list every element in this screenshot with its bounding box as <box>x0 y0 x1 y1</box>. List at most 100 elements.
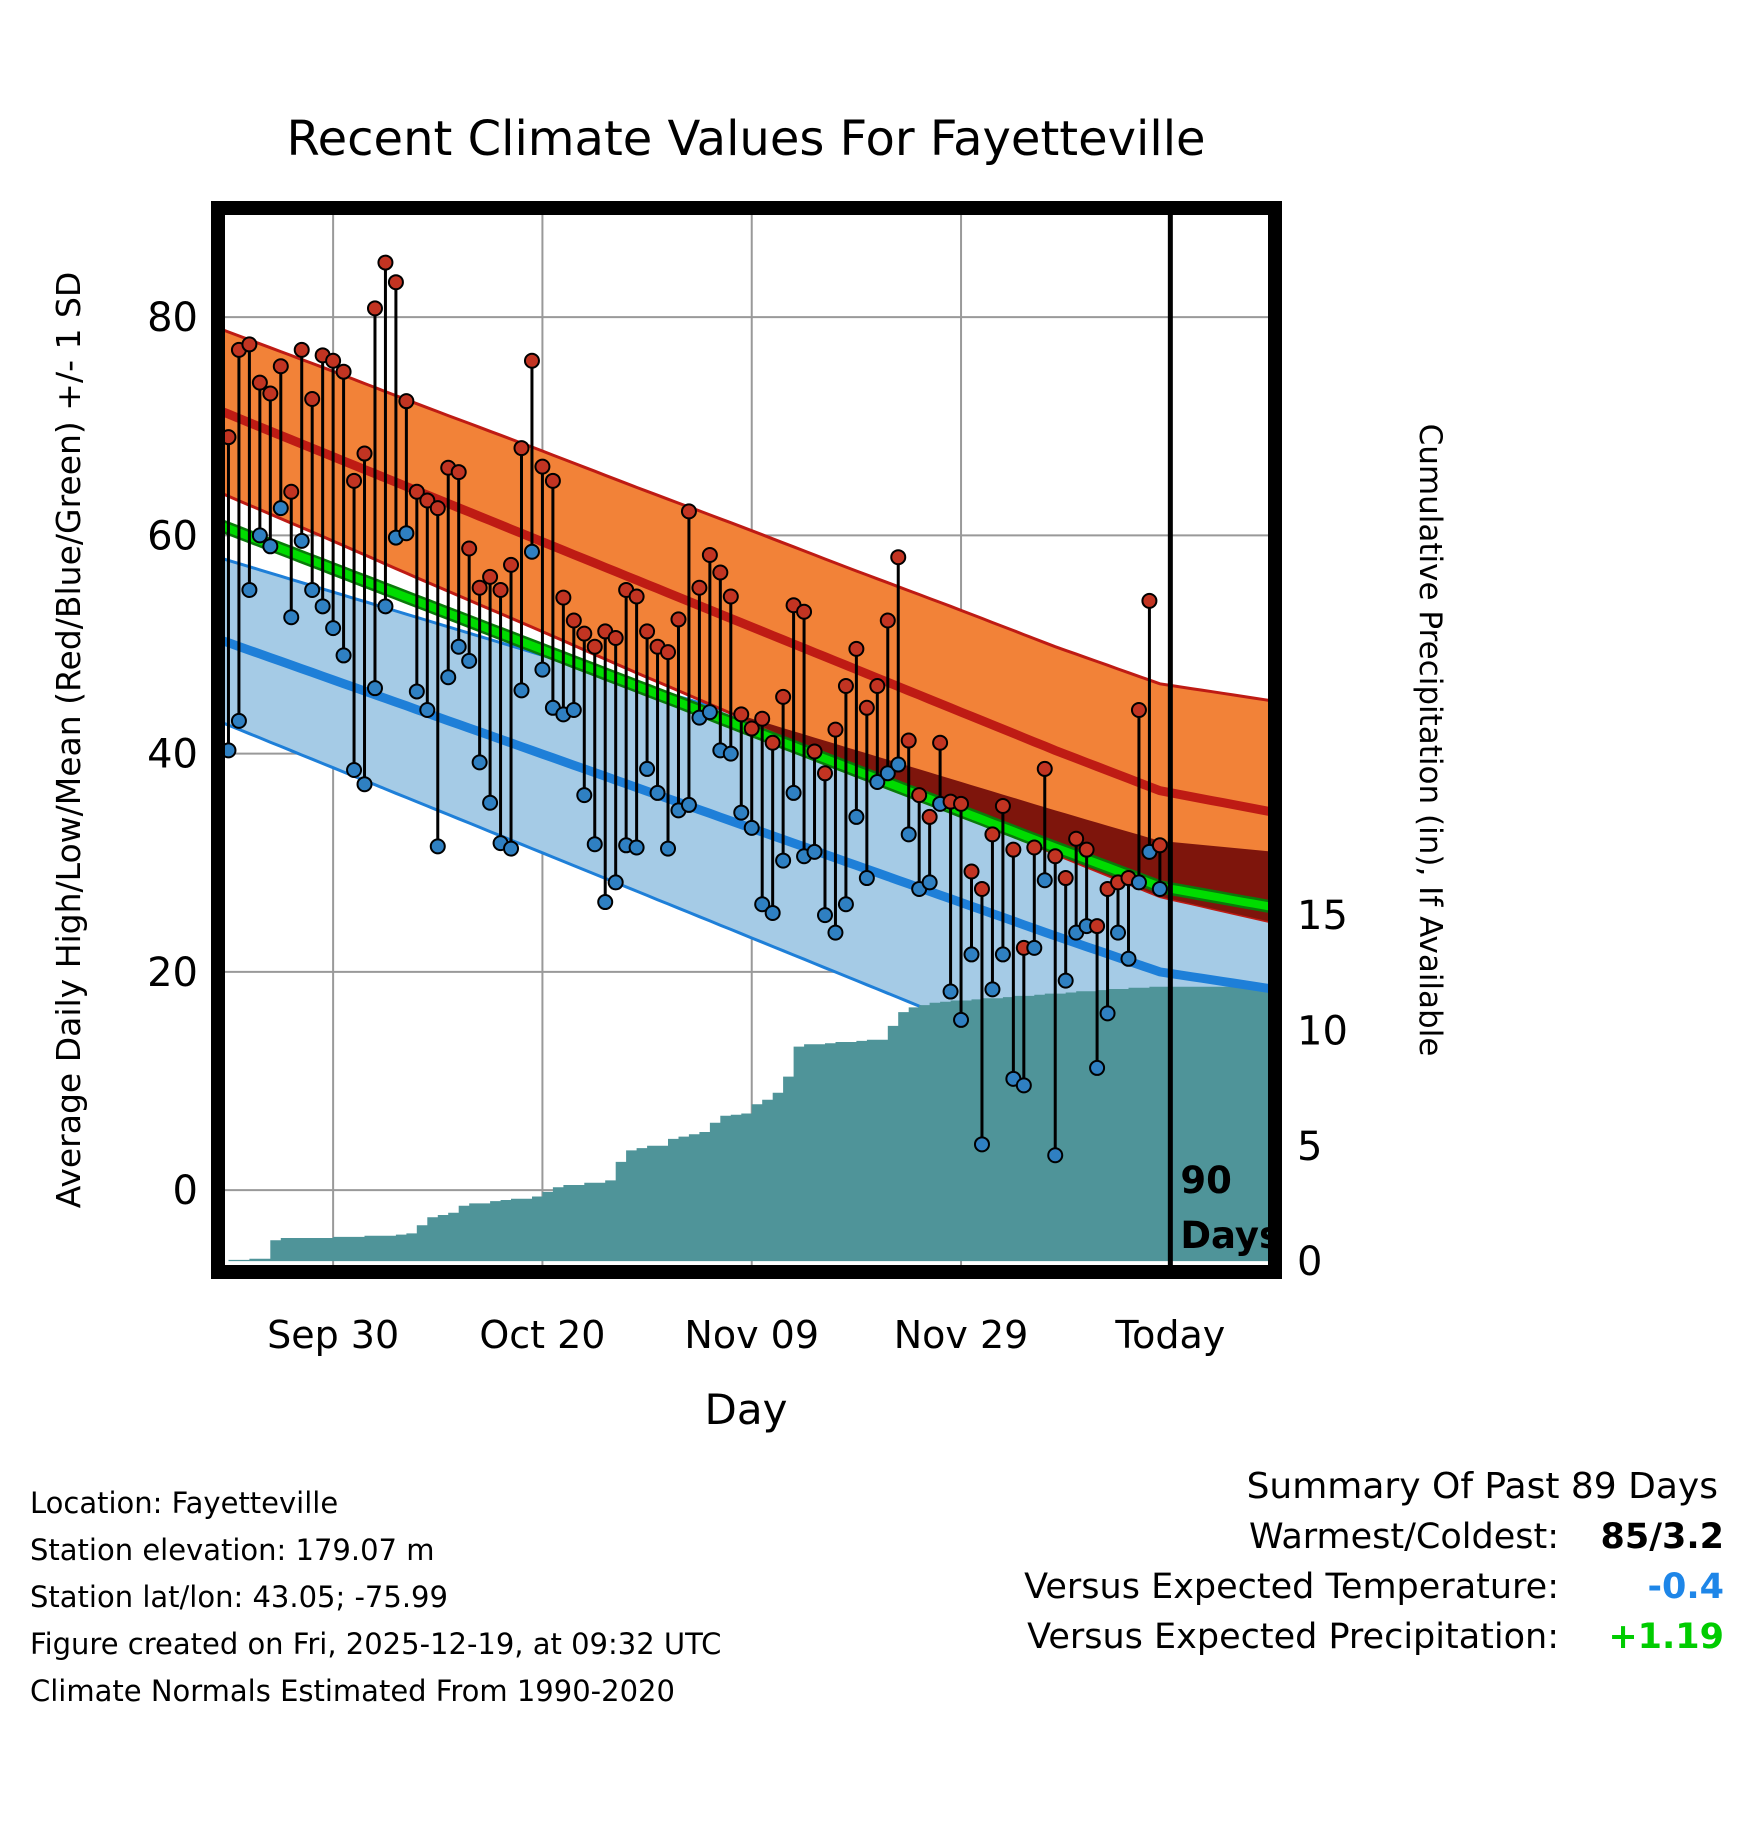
daily-low-dot <box>419 701 436 718</box>
x-tick-label: Nov 09 <box>684 1313 819 1357</box>
summary-label: Versus Expected Precipitation: <box>1027 1617 1559 1657</box>
high-band-upper-edge <box>217 326 1276 703</box>
summary-row-vs-temperature: Versus Expected Temperature: -0.4 <box>1024 1562 1724 1612</box>
daily-low-dot <box>1036 872 1053 889</box>
daily-high-dot <box>1057 870 1074 887</box>
daily-low-dot <box>314 598 331 615</box>
y-left-tick-label: 0 <box>173 1168 198 1214</box>
daily-high-dot <box>1026 839 1043 856</box>
daily-high-dot <box>816 765 833 782</box>
daily-high-dot <box>251 374 268 391</box>
daily-high-dot <box>827 721 844 738</box>
daily-high-dot <box>366 300 383 317</box>
y-left-tick-label: 20 <box>147 950 198 996</box>
daily-high-dot <box>544 472 561 489</box>
daily-low-dot <box>283 609 300 626</box>
daily-low-dot <box>1120 950 1137 967</box>
daily-low-dot <box>639 760 656 777</box>
daily-low-dot <box>733 804 750 821</box>
daily-high-dot <box>921 808 938 825</box>
daily-high-dot <box>346 472 363 489</box>
daily-high-dot <box>984 826 1001 843</box>
daily-high-dot <box>387 274 404 291</box>
daily-low-dot <box>806 843 823 860</box>
daily-low-dot <box>858 870 875 887</box>
daily-high-dot <box>639 623 656 640</box>
daily-high-dot <box>1089 918 1106 935</box>
daily-high-dot <box>973 880 990 897</box>
daily-low-dot <box>230 712 247 729</box>
daily-low-dot <box>513 682 530 699</box>
daily-high-dot <box>607 629 624 646</box>
daily-high-dot <box>963 863 980 880</box>
daily-high-dot <box>262 385 279 402</box>
x-tick-label: Today <box>1114 1313 1225 1357</box>
daily-low-dot <box>890 756 907 773</box>
daily-high-dot <box>806 743 823 760</box>
daily-low-dot <box>1057 972 1074 989</box>
y-left-tick-label: 80 <box>147 295 198 341</box>
daily-high-dot <box>837 677 854 694</box>
plot-border <box>211 201 1282 1279</box>
daily-low-dot <box>764 904 781 921</box>
daily-low-dot <box>440 669 457 686</box>
daily-low-dot <box>984 981 1001 998</box>
y-left-tick-label: 40 <box>147 732 198 778</box>
daily-low-dot <box>262 538 279 555</box>
daily-high-dot <box>712 564 729 581</box>
ninety-days-label-line1: 90 <box>1180 1159 1232 1202</box>
daily-low-dot <box>597 894 614 911</box>
daily-high-dot <box>670 611 687 628</box>
daily-low-dot <box>1110 924 1127 941</box>
daily-low-dot <box>827 924 844 941</box>
y-right-tick-label: 0 <box>1297 1239 1322 1285</box>
daily-low-dot <box>953 1011 970 1028</box>
daily-high-dot <box>534 458 551 475</box>
daily-high-dot <box>576 625 593 642</box>
daily-low-dot <box>785 784 802 801</box>
daily-low-dot <box>900 826 917 843</box>
daily-low-dot <box>503 840 520 857</box>
daily-low-dot <box>241 581 258 598</box>
low-band <box>218 557 1275 1127</box>
daily-high-dot <box>994 798 1011 815</box>
summary-panel: Summary Of Past 89 Days Warmest/Coldest:… <box>1024 1462 1724 1662</box>
daily-low-dot <box>754 896 771 913</box>
daily-low-dot <box>816 907 833 924</box>
daily-high-dot <box>953 795 970 812</box>
daily-high-dot <box>691 579 708 596</box>
daily-low-dot <box>994 946 1011 963</box>
daily-low-dot <box>576 787 593 804</box>
daily-low-dot <box>649 784 666 801</box>
daily-high-dot <box>869 677 886 694</box>
x-tick-label: Sep 30 <box>267 1313 399 1357</box>
daily-low-dot <box>1099 1005 1116 1022</box>
daily-low-dot <box>304 581 321 598</box>
daily-high-dot <box>1141 592 1158 609</box>
daily-low-dot <box>586 836 603 853</box>
y-right-tick-label: 10 <box>1297 1008 1348 1054</box>
daily-high-dot <box>858 699 875 716</box>
daily-high-dot <box>461 540 478 557</box>
daily-high-dot <box>555 589 572 606</box>
daily-low-dot <box>848 808 865 825</box>
daily-high-dot <box>1068 830 1085 847</box>
daily-low-dot <box>534 661 551 678</box>
daily-low-dot <box>660 840 677 857</box>
summary-row-warmest-coldest: Warmest/Coldest: 85/3.2 <box>1024 1512 1724 1562</box>
daily-high-dot <box>408 483 425 500</box>
daily-high-dot <box>335 363 352 380</box>
daily-low-dot <box>366 680 383 697</box>
x-tick-label: Nov 29 <box>894 1313 1029 1357</box>
footer-latlon: Station lat/lon: 43.05; -75.99 <box>30 1580 448 1614</box>
daily-low-dot <box>293 532 310 549</box>
daily-high-dot <box>754 710 771 727</box>
daily-low-dot <box>356 776 373 793</box>
daily-high-dot <box>272 358 289 375</box>
daily-high-dot <box>450 464 467 481</box>
daily-high-dot <box>471 579 488 596</box>
daily-low-dot <box>398 525 415 542</box>
daily-high-dot <box>890 549 907 566</box>
daily-low-dot <box>461 652 478 669</box>
